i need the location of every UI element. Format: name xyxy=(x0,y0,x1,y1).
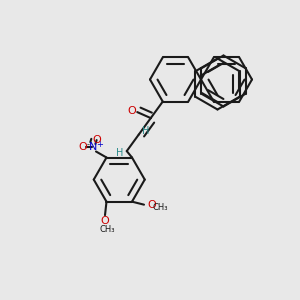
Text: H: H xyxy=(142,126,149,136)
Text: O: O xyxy=(147,200,156,210)
Text: O: O xyxy=(78,142,87,152)
Text: CH₃: CH₃ xyxy=(153,203,168,212)
Text: CH₃: CH₃ xyxy=(100,225,115,234)
Text: +: + xyxy=(96,140,103,149)
Text: O: O xyxy=(128,106,136,116)
Text: N: N xyxy=(89,142,97,152)
Text: -: - xyxy=(86,140,89,149)
Text: O: O xyxy=(100,216,109,226)
Text: O: O xyxy=(92,134,101,145)
Text: H: H xyxy=(116,148,124,158)
